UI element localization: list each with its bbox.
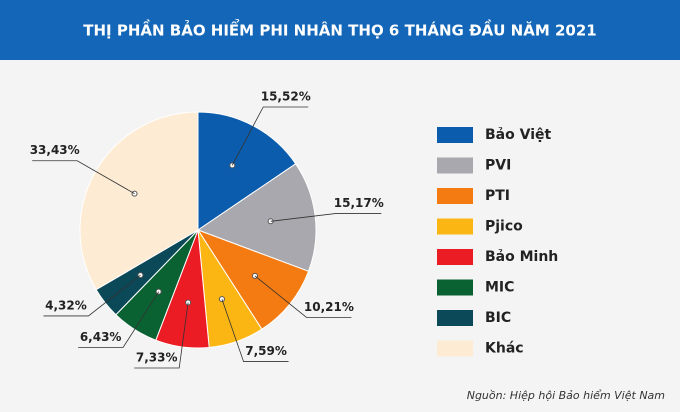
value-label: 7,59%: [245, 344, 287, 358]
leader-line: [32, 160, 135, 194]
leader-line: [254, 275, 352, 318]
legend-swatch: [437, 157, 473, 174]
legend-label: PVI: [485, 158, 511, 174]
value-label: 10,21%: [304, 300, 354, 314]
value-label: 33,43%: [30, 143, 80, 157]
source: Nguồn: Hiệp hội Bảo hiểm Việt Nam: [467, 389, 665, 402]
value-label: 7,33%: [136, 350, 178, 364]
legend-swatch: [437, 249, 473, 265]
legend-label: Bảo Minh: [485, 249, 558, 265]
legend-swatch: [437, 218, 473, 235]
value-label: 15,17%: [334, 196, 384, 210]
legend-swatch: [437, 279, 473, 296]
leader-line: [78, 291, 160, 348]
legend-label: Khác: [485, 341, 524, 357]
title-bar: [0, 0, 680, 60]
legend-label: Pjico: [485, 219, 523, 235]
legend-label: Bảo Việt: [485, 127, 551, 143]
legend-swatch: [437, 340, 473, 357]
value-label: 4,32%: [45, 298, 87, 312]
legend-swatch: [437, 188, 473, 204]
leader-line: [231, 106, 309, 166]
value-label: 6,43%: [80, 330, 122, 344]
legend-swatch: [437, 127, 473, 143]
legend-label: PTI: [485, 188, 510, 204]
leader-line: [270, 213, 382, 222]
leader-line: [221, 299, 289, 362]
legend-label: BIC: [485, 310, 511, 326]
legend-swatch: [437, 310, 473, 326]
legend-label: MIC: [485, 280, 514, 296]
leader-line: [134, 302, 189, 369]
chart-title: THỊ PHẦN BẢO HIỂM PHI NHÂN THỌ 6 THÁNG Đ…: [83, 18, 596, 40]
leader-line: [43, 274, 141, 317]
value-label: 15,52%: [261, 89, 311, 103]
